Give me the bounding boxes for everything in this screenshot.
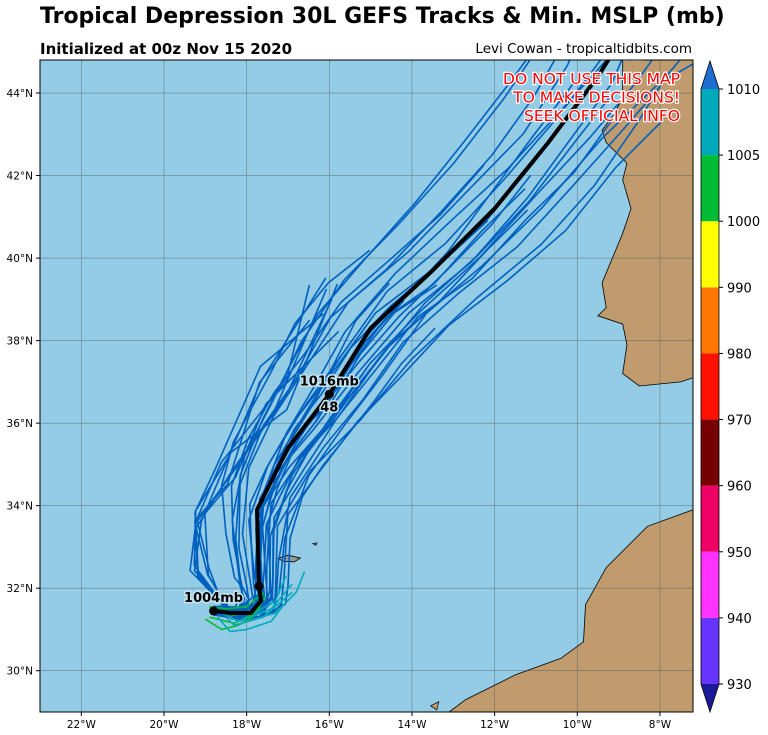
colorbar-tick-label: 1010: [727, 83, 760, 98]
colorbar-segment: [701, 221, 719, 288]
ensemble-mean-track: [213, 60, 611, 615]
colorbar-tick-label: 1005: [727, 149, 760, 164]
lat-tick-label: 38°N: [7, 336, 33, 348]
land-lanzarote: [429, 701, 440, 711]
ensemble-track: [213, 60, 556, 616]
ensemble-track: [189, 288, 328, 614]
lon-tick-label: 20°W: [149, 719, 179, 731]
land-africa: [448, 509, 693, 712]
cyan-track: [246, 571, 306, 622]
colorbar-over-arrow: [701, 61, 719, 89]
colorbar-segment: [701, 551, 719, 618]
colorbar-segment: [701, 617, 719, 684]
map-subtitle: Initialized at 00z Nov 15 2020: [40, 40, 293, 58]
colorbar-under-arrow: [701, 684, 719, 712]
warning-line: DO NOT USE THIS MAP: [503, 70, 680, 88]
colorbar-tick-label: 970: [727, 414, 752, 429]
lat-tick-label: 34°N: [7, 501, 33, 513]
ensemble-track: [213, 60, 571, 613]
cyan-track: [254, 575, 287, 614]
colorbar-tick-label: 960: [727, 480, 752, 495]
ensemble-track: [193, 277, 327, 614]
colorbar-segment: [701, 89, 719, 156]
colorbar-tick-label: 1000: [727, 215, 760, 230]
lon-tick-label: 16°W: [315, 719, 345, 731]
ensemble-track: [203, 330, 340, 614]
forecast-hour-label-48: 48: [320, 400, 338, 415]
colorbar-segment: [701, 353, 719, 420]
colorbar: 930 940 950 960 970 980 990 1000 1005 1010: [700, 59, 760, 714]
colorbar-segment: [701, 287, 719, 354]
ensemble-tracks: [189, 60, 693, 622]
green-track: [204, 612, 260, 631]
pressure-label-start: 1004mb: [184, 591, 243, 606]
colorbar-tick-label: 980: [727, 347, 752, 362]
ensemble-track: [195, 284, 311, 614]
cyan-tracks: [217, 571, 306, 633]
lat-tick-label: 30°N: [7, 666, 33, 678]
ocean: [40, 60, 693, 712]
warning-line: SEEK OFFICIAL INFO: [524, 107, 680, 125]
cyan-track: [217, 604, 285, 633]
colorbar-tick-label: 950: [727, 546, 752, 561]
pressure-label-72h: 1016mb: [603, 32, 662, 47]
lon-tick-label: 10°W: [563, 719, 593, 731]
map-title: Tropical Depression 30L GEFS Tracks & Mi…: [40, 4, 725, 29]
lat-tick-label: 40°N: [7, 253, 33, 265]
track-position-marker: [209, 606, 219, 616]
map-frame: [39, 59, 694, 713]
lat-tick-label: 44°N: [7, 88, 33, 100]
green-track: [209, 593, 262, 610]
forecast-hour-label-72: 72: [624, 48, 642, 63]
track-position-marker: [324, 389, 334, 399]
ensemble-track: [213, 86, 661, 620]
lon-tick-label: 12°W: [480, 719, 510, 731]
colorbar-segment: [701, 155, 719, 222]
lat-tick-label: 36°N: [7, 418, 33, 430]
lat-tick-label: 32°N: [7, 583, 33, 595]
lon-tick-label: 8°W: [649, 719, 672, 731]
warning-line: TO MAKE DECISIONS!: [512, 89, 680, 107]
colorbar-tick-label: 990: [727, 281, 752, 296]
lon-tick-label: 22°W: [67, 719, 97, 731]
colorbar-segment: [701, 485, 719, 552]
ensemble-track: [194, 313, 324, 614]
cyan-track: [221, 583, 293, 623]
track-position-marker: [254, 581, 264, 591]
lon-tick-label: 14°W: [397, 719, 427, 731]
colorbar-tick-label: 930: [727, 678, 752, 693]
colorbar-segment: [701, 419, 719, 486]
lat-tick-label: 42°N: [7, 171, 33, 183]
credit-text: Levi Cowan - tropicaltidbits.com: [475, 41, 692, 57]
land-porto-santo: [311, 542, 318, 546]
lon-tick-label: 18°W: [232, 719, 262, 731]
colorbar-tick-label: 940: [727, 612, 752, 627]
pressure-label-48h: 1016mb: [300, 374, 359, 389]
